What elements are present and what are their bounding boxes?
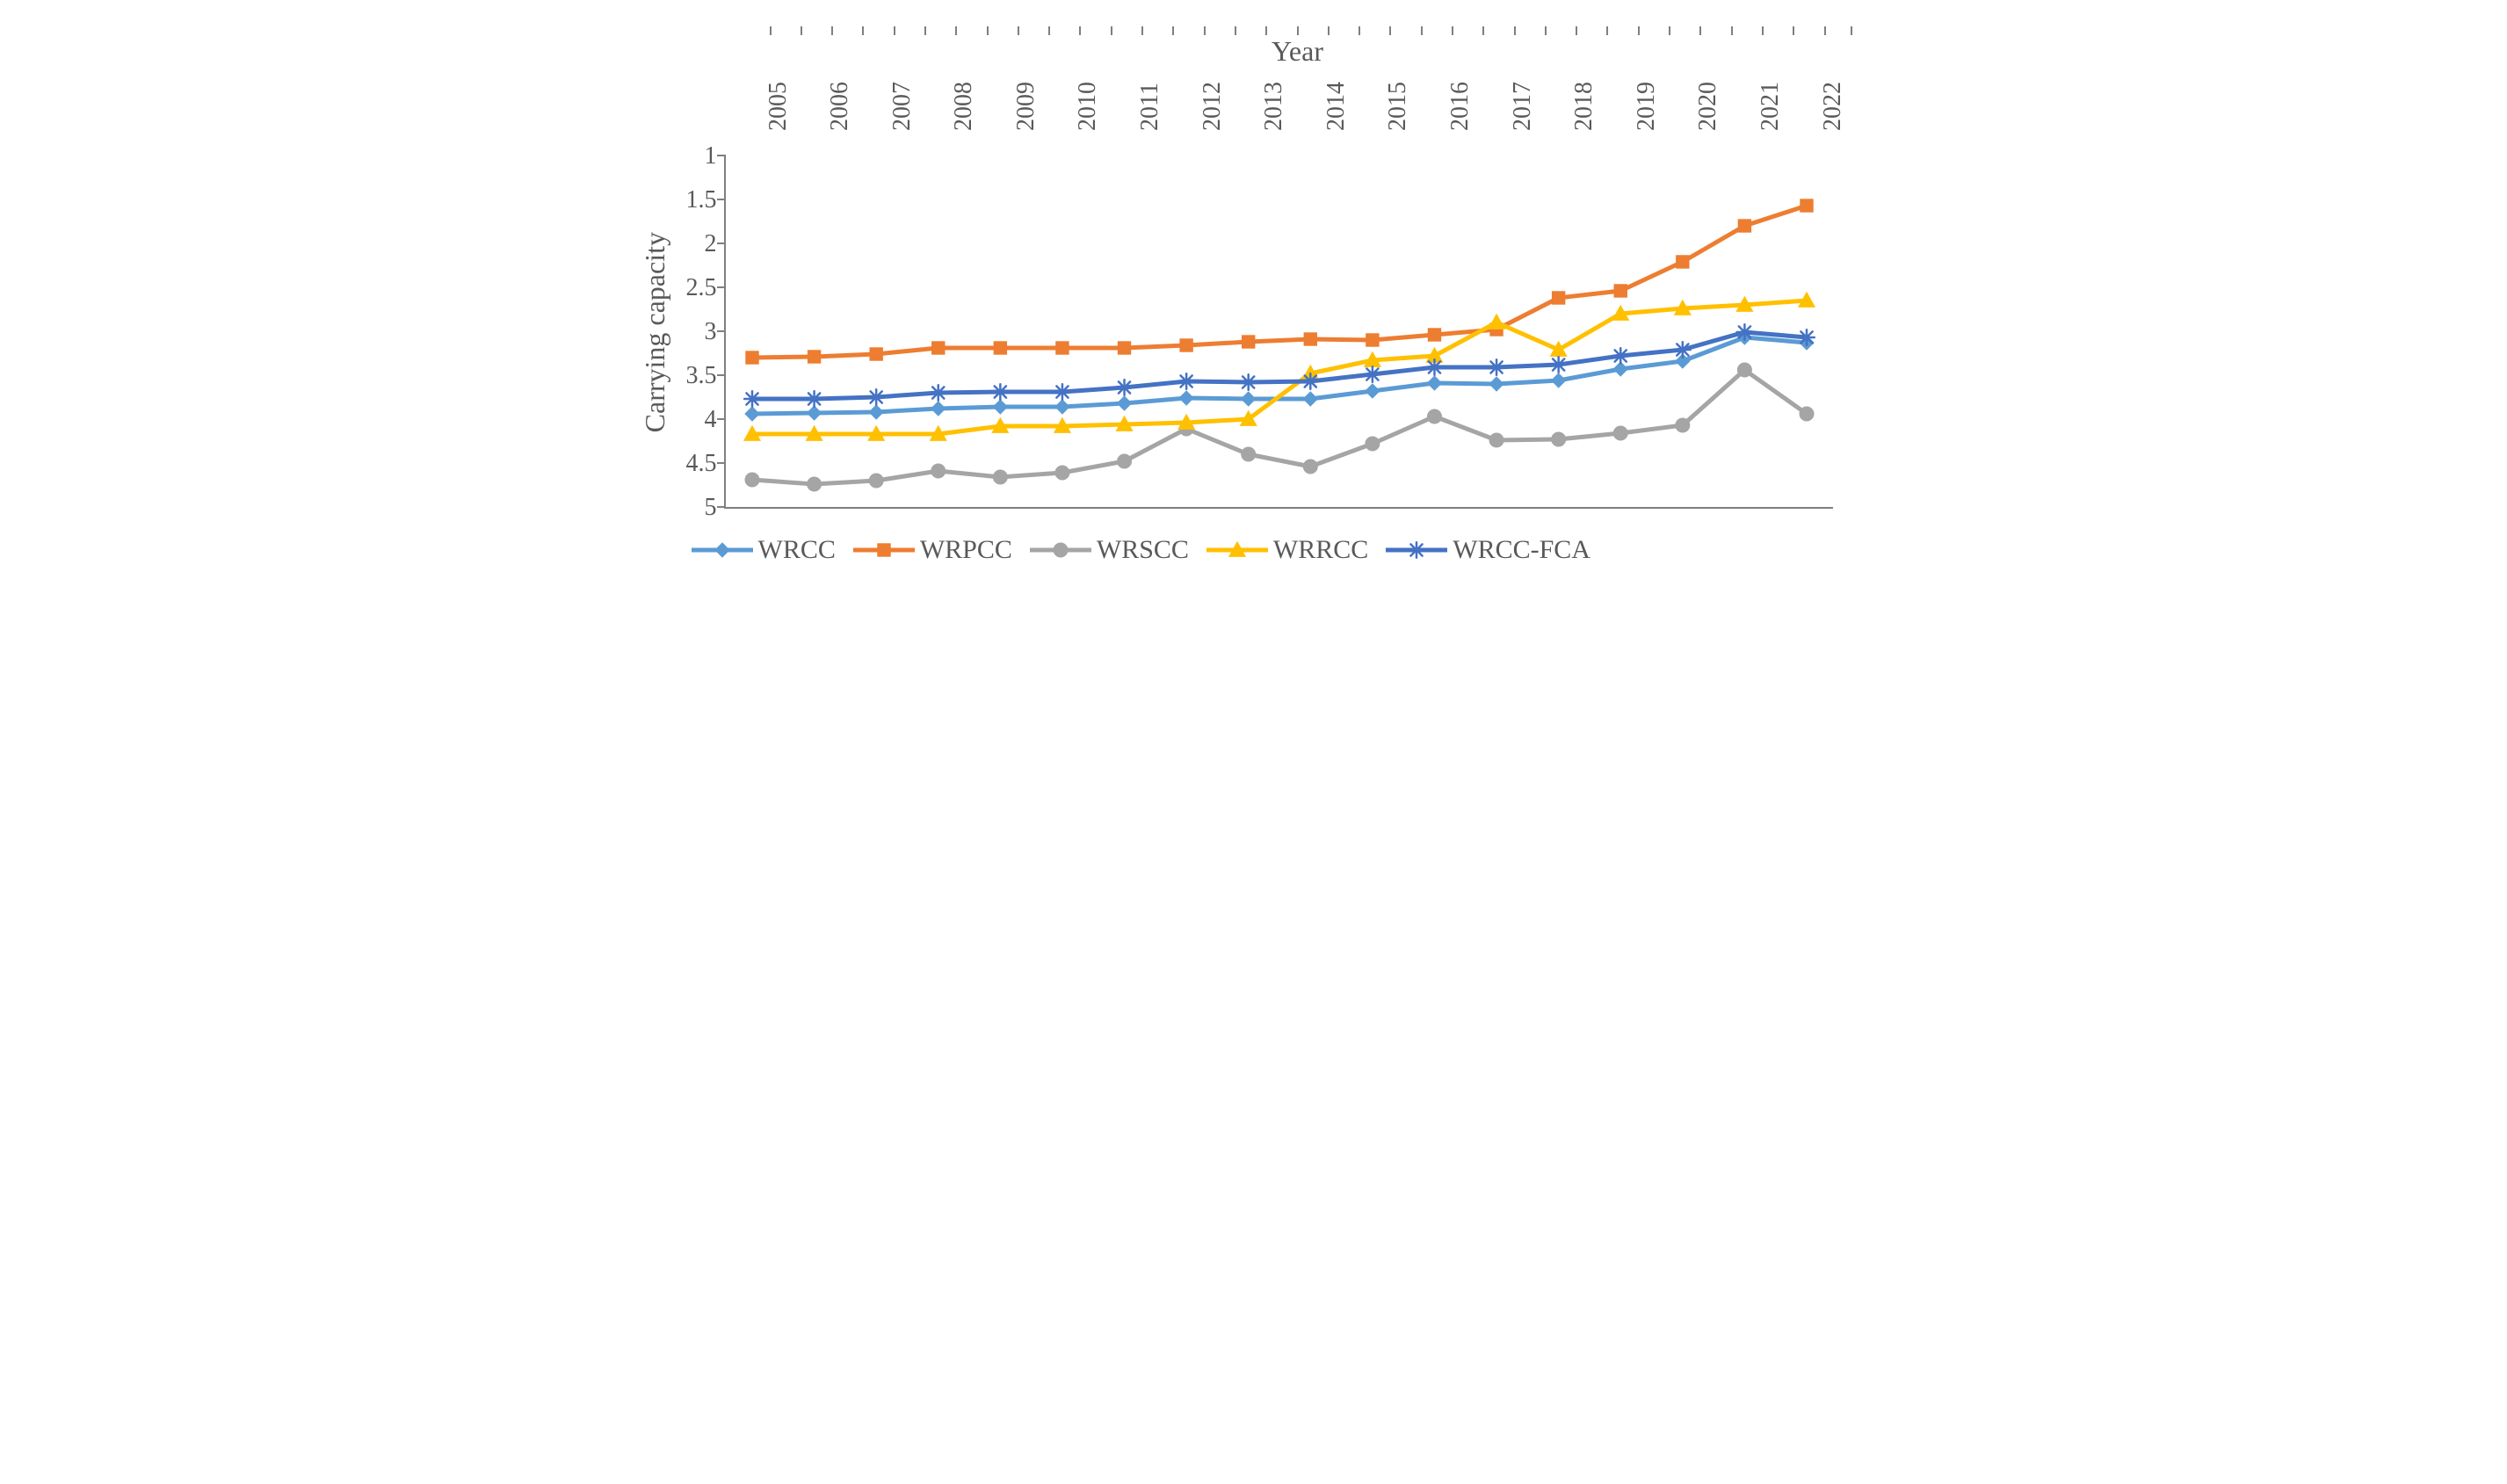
x-label: 2012	[1199, 82, 1227, 131]
y-axis-labels: 11.522.533.544.55	[680, 156, 724, 508]
x-label: 2021	[1757, 82, 1785, 131]
legend: WRCC WRPCC WRSCC WRRCC WRCC-FCA	[692, 535, 1869, 565]
legend-item: WRSCC	[1030, 535, 1189, 565]
y-label: 3	[705, 318, 717, 346]
x-label: 2016	[1446, 82, 1474, 131]
legend-label: WRPCC	[920, 535, 1012, 565]
legend-item: WRRCC	[1206, 535, 1368, 565]
y-axis-title: Carrying capacity	[639, 232, 671, 432]
x-label: 2018	[1570, 82, 1598, 131]
x-label: 2014	[1322, 82, 1351, 131]
x-label: 2019	[1633, 82, 1661, 131]
x-label: 2020	[1694, 82, 1722, 131]
chart-svg	[726, 156, 1833, 507]
y-label: 2.5	[686, 274, 717, 302]
y-label: 1	[705, 142, 717, 170]
series-line	[752, 370, 1807, 484]
x-label: 2010	[1074, 82, 1102, 131]
x-label: 2015	[1384, 82, 1412, 131]
y-label: 3.5	[686, 362, 717, 390]
plot-area	[724, 156, 1833, 509]
y-label: 5	[705, 494, 717, 522]
x-label: 2013	[1260, 82, 1288, 131]
x-axis-labels: 2005 2006 2007 2008 2009 2010 2011 2012 2013 2014…	[744, 76, 1851, 156]
legend-label: WRCC-FCA	[1453, 535, 1590, 565]
legend-item: WRCC	[692, 535, 836, 565]
legend-item: WRCC-FCA	[1386, 535, 1590, 565]
x-label: 2009	[1012, 82, 1040, 131]
y-label: 2	[705, 230, 717, 258]
y-label: 4	[705, 406, 717, 434]
x-label: 2006	[826, 82, 854, 131]
x-label: 2007	[888, 82, 917, 131]
x-ticks	[744, 26, 1851, 35]
legend-label: WRSCC	[1097, 535, 1189, 565]
legend-label: WRCC	[758, 535, 836, 565]
legend-item: WRPCC	[853, 535, 1012, 565]
x-label: 2011	[1136, 83, 1164, 131]
series-line	[752, 206, 1807, 358]
legend-label: WRRCC	[1273, 535, 1368, 565]
chart-container: Year 2005 2006 2007 2008 2009 2010 2011 2012 201…	[639, 35, 1869, 565]
x-label: 2017	[1509, 82, 1537, 131]
x-label: 2005	[764, 82, 793, 131]
x-label: 2022	[1819, 82, 1847, 131]
y-label: 1.5	[686, 186, 717, 214]
y-label: 4.5	[686, 450, 717, 478]
plot-wrapper: Carrying capacity 11.522.533.544.55	[639, 156, 1869, 509]
x-label: 2008	[950, 82, 978, 131]
x-axis-title: Year	[727, 35, 1869, 68]
